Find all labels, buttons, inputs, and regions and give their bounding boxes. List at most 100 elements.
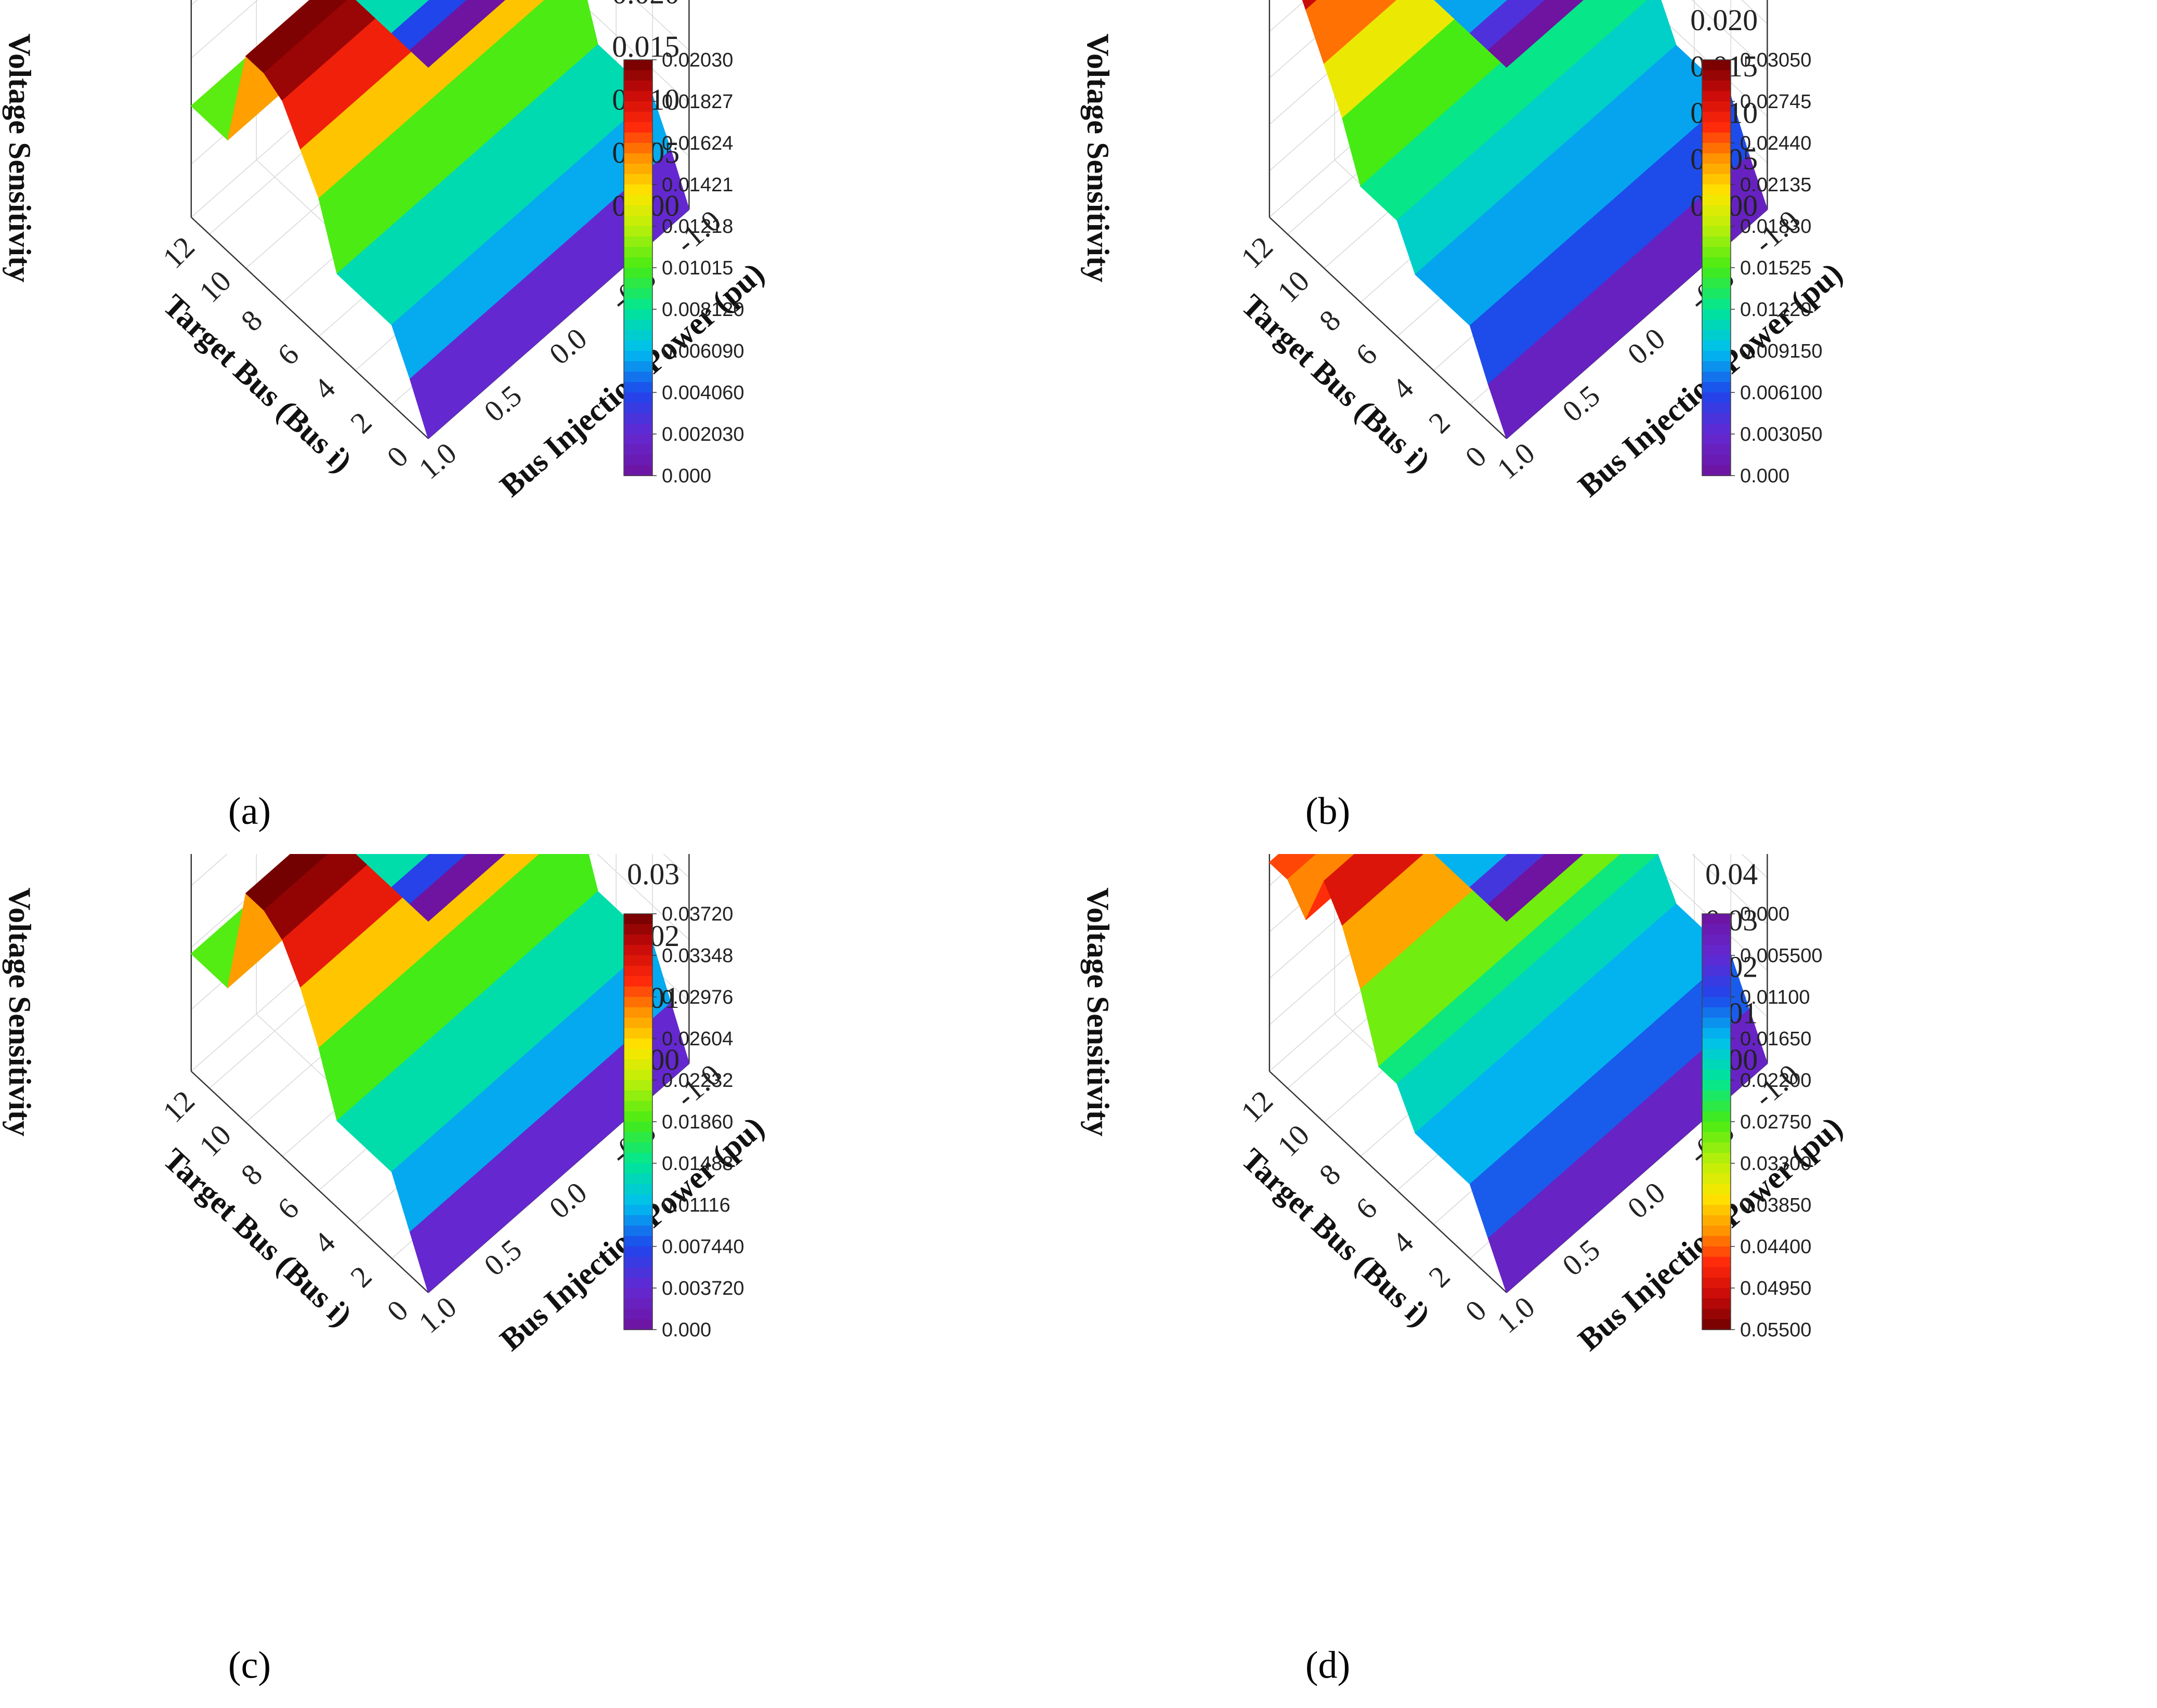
projection-strip (409, 854, 505, 922)
projection-strip (1434, 0, 1471, 17)
colorbar-tick-label: 0.01650 (1740, 1028, 1811, 1050)
colorbar-segment (1702, 133, 1731, 143)
colorbar-segment (624, 997, 652, 1008)
colorbar-segment (1702, 413, 1731, 424)
colorbar-segment (1702, 143, 1731, 154)
colorbar-tick-label: 0.02135 (1740, 174, 1811, 196)
colorbar-tick-label: 0.01218 (662, 216, 733, 238)
bus-tick-label: 6 (271, 338, 305, 372)
colorbar-segment (1702, 1163, 1731, 1174)
power-tick-label: 1.0 (413, 437, 463, 486)
bus-tick-label: 2 (1422, 1260, 1456, 1294)
colorbar-segment (1702, 1246, 1731, 1257)
colorbar-tick-label: 0.005500 (1740, 945, 1823, 967)
colorbar-segment (624, 1163, 652, 1174)
colorbar-segment (1702, 1101, 1731, 1112)
colorbar-segment (1702, 330, 1731, 341)
colorbar-tick-label: 0.02200 (1740, 1070, 1811, 1092)
colorbar-segment (624, 976, 652, 987)
colorbar-tick-label: 0.01100 (1740, 987, 1810, 1008)
colorbar-segment (624, 1267, 652, 1278)
colorbar-segment (624, 174, 652, 185)
colorbar-segment (624, 465, 652, 476)
colorbar-tick-label: 0.03720 (662, 903, 733, 925)
colorbar-segment (1702, 216, 1731, 227)
colorbar-segment (1702, 185, 1731, 195)
colorbar-segment (1702, 1184, 1731, 1195)
colorbar-segment (624, 112, 652, 123)
colorbar-segment (1702, 1236, 1731, 1247)
y-axis-label: Voltage Sensitivity (2, 887, 37, 1136)
surface-strip (245, 854, 329, 911)
projection-strip (1469, 854, 1546, 905)
colorbar-segment (1702, 1080, 1731, 1091)
colorbar-tick-label: 0.01015 (662, 257, 733, 279)
colorbar: 0.03720 0.03348 0.02976 0.02604 0.02232 0.018… (623, 903, 744, 1341)
colorbar-segment (624, 1153, 652, 1164)
colorbar-tick-label: 0.04400 (1740, 1236, 1811, 1258)
chart-svg-d: 0.000.010.020.030.040.050.060.070.080246… (1080, 854, 1849, 1687)
colorbar-tick-label: 0.003050 (1740, 424, 1823, 445)
colorbar-segment (624, 1142, 652, 1153)
colorbar-segment (624, 299, 652, 310)
colorbar-segment (1702, 1059, 1731, 1070)
colorbar-segment (624, 91, 652, 102)
top-contour-projection (1434, 0, 1584, 68)
colorbar-tick-label: 0.03050 (1740, 49, 1811, 71)
colorbar-segment (624, 1278, 652, 1289)
colorbar-segment (1702, 237, 1731, 247)
colorbar-segment (1702, 101, 1731, 112)
colorbar-segment (624, 1246, 652, 1257)
colorbar-segment (1702, 914, 1731, 925)
colorbar: 0.03050 0.02745 0.02440 0.02135 0.01830 0.015… (1702, 49, 1823, 487)
colorbar-tick-label: 0.01220 (1740, 299, 1811, 321)
colorbar-segment (1702, 434, 1731, 445)
projection-strip (391, 0, 468, 51)
projection-strip (409, 0, 505, 68)
colorbar-segment (624, 935, 652, 945)
colorbar-segment (624, 434, 652, 445)
colorbar-segment (624, 1226, 652, 1237)
bus-tick-label: 12 (1235, 231, 1279, 275)
colorbar-segment (1702, 997, 1731, 1008)
colorbar-segment (624, 1080, 652, 1091)
colorbar-segment (624, 1059, 652, 1070)
bus-tick-label: 12 (157, 231, 201, 275)
colorbar-segment (1702, 1226, 1731, 1237)
colorbar-segment (624, 288, 652, 299)
colorbar-segment (1702, 320, 1731, 331)
colorbar-segment (624, 1298, 652, 1309)
colorbar-segment (624, 164, 652, 175)
colorbar-tick-label: 0.000 (1740, 903, 1789, 925)
bus-tick-label: 10 (1272, 265, 1316, 309)
colorbar-segment (624, 133, 652, 143)
chart-panel-b: 0.0000.0050.0100.0150.0200.0250.0300.035… (1078, 0, 2156, 854)
bus-tick-label: 8 (235, 304, 269, 338)
bus-tick-label: 2 (344, 1260, 378, 1294)
colorbar-segment (1702, 268, 1731, 279)
colorbar-segment (624, 60, 652, 71)
colorbar-segment (624, 247, 652, 258)
colorbar-segment (1702, 1091, 1731, 1101)
colorbar-tick-label: 0.03300 (1740, 1153, 1811, 1175)
colorbar-tick-label: 0.02750 (1740, 1111, 1811, 1133)
colorbar-tick-label: 0.002030 (662, 424, 744, 445)
colorbar-tick-label: 0.05500 (1740, 1319, 1811, 1341)
colorbar-tick-label: 0.01116 (662, 1194, 730, 1216)
colorbar-segment (1702, 205, 1731, 216)
colorbar-segment (624, 1184, 652, 1195)
colorbar-segment (624, 1070, 652, 1081)
top-contour-projection (356, 854, 505, 922)
colorbar-segment (624, 361, 652, 372)
colorbar-segment (624, 205, 652, 216)
bus-tick-label: 0 (381, 1294, 415, 1328)
plot-area: 0.000.010.020.030.040.050.060.070.080246… (1080, 854, 1849, 1358)
projection-strip (1487, 0, 1584, 68)
chart-panel-d: 0.000.010.020.030.040.050.060.070.080246… (1078, 854, 2156, 1708)
colorbar-segment (1702, 1309, 1731, 1320)
colorbar-segment (1702, 955, 1731, 966)
colorbar-segment (1702, 1278, 1731, 1289)
bus-tick-label: 4 (308, 372, 342, 406)
colorbar-tick-label: 0.03850 (1740, 1194, 1811, 1216)
colorbar-segment (624, 81, 652, 91)
